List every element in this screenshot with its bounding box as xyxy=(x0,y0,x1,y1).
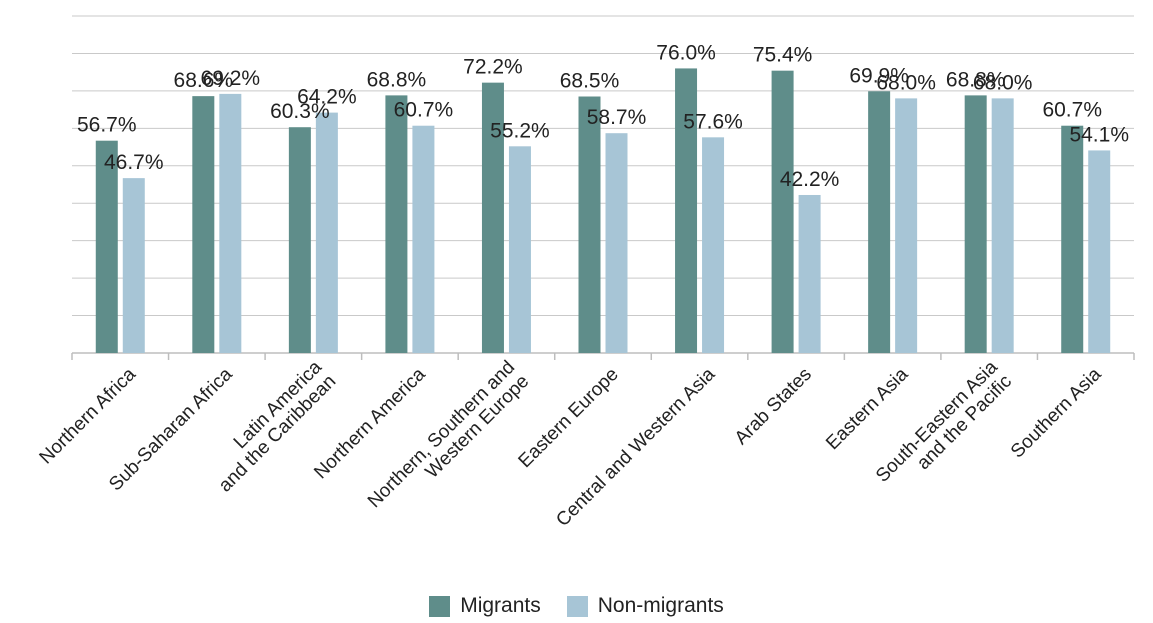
data-label: 76.0% xyxy=(656,41,716,64)
bar-non-migrants xyxy=(219,93,242,353)
data-label: 72.2% xyxy=(463,56,523,79)
bar-non-migrants xyxy=(991,98,1014,353)
data-label: 42.2% xyxy=(780,168,840,191)
bar-migrants xyxy=(771,70,794,354)
category-label: Eastern Europe xyxy=(515,364,623,472)
bar-non-migrants xyxy=(702,137,725,353)
data-label: 54.1% xyxy=(1069,123,1129,146)
category-label: Northern Africa xyxy=(36,364,141,469)
category-label: Southern Asia xyxy=(1007,364,1106,463)
data-label: 69.9% xyxy=(849,64,909,87)
bar-non-migrants xyxy=(605,133,628,353)
data-label: 60.3% xyxy=(270,100,330,123)
category-label: Central and Western Asia xyxy=(552,364,719,531)
legend-label-non-migrants: Non-migrants xyxy=(597,594,724,617)
gridlines xyxy=(72,15,1134,317)
bars xyxy=(95,68,1111,354)
bar-migrants xyxy=(964,95,987,353)
legend-item-non-migrants: Non-migrants xyxy=(566,594,724,618)
x-axis xyxy=(71,352,1135,360)
legend-item-migrants: Migrants xyxy=(429,594,541,618)
bar-migrants xyxy=(95,140,118,353)
bar-migrants xyxy=(578,96,601,353)
bar-non-migrants xyxy=(412,125,435,353)
bar-non-migrants xyxy=(315,112,338,354)
data-label: 68.8% xyxy=(367,68,427,91)
data-label: 60.7% xyxy=(1042,99,1102,122)
bar-migrants xyxy=(1061,125,1084,353)
data-label: 68.6% xyxy=(174,69,234,92)
bar-migrants xyxy=(868,91,891,353)
bar-non-migrants xyxy=(798,194,821,353)
data-label: 57.6% xyxy=(683,110,743,133)
data-label: 68.0% xyxy=(876,71,936,94)
data-label: 46.7% xyxy=(104,151,164,174)
data-label: 68.8% xyxy=(946,68,1006,91)
legend: Migrants Non-migrants xyxy=(0,594,1153,618)
category-label: Eastern Asia xyxy=(822,364,913,455)
bar-non-migrants xyxy=(508,146,531,353)
data-label: 69.2% xyxy=(201,67,261,90)
category-label: Northern, Southern andWestern Europe xyxy=(364,357,533,526)
category-label: Arab States xyxy=(731,364,816,449)
data-label: 68.5% xyxy=(560,70,620,93)
bar-non-migrants xyxy=(122,178,145,353)
data-label: 68.0% xyxy=(973,71,1033,94)
data-label: 55.2% xyxy=(490,119,550,142)
bar-migrants xyxy=(385,95,408,353)
data-label: 56.7% xyxy=(77,114,137,137)
legend-label-migrants: Migrants xyxy=(460,594,541,617)
data-label: 60.7% xyxy=(394,99,454,122)
data-label: 75.4% xyxy=(753,44,813,67)
data-label: 64.2% xyxy=(297,86,357,109)
legend-swatch-non-migrants xyxy=(566,595,588,617)
bar-migrants xyxy=(481,82,504,353)
bar-non-migrants xyxy=(1088,150,1111,353)
legend-swatch-migrants xyxy=(429,595,451,617)
value-labels: 56.7% 46.7% 68.6%69.2% 60.3%64.2% 68.8% 60.7%… xyxy=(77,41,1129,191)
bar-non-migrants xyxy=(895,98,918,353)
bar-migrants xyxy=(192,96,215,354)
bar-migrants xyxy=(675,68,698,353)
bar-migrants xyxy=(288,127,311,354)
data-label: 58.7% xyxy=(587,106,647,129)
